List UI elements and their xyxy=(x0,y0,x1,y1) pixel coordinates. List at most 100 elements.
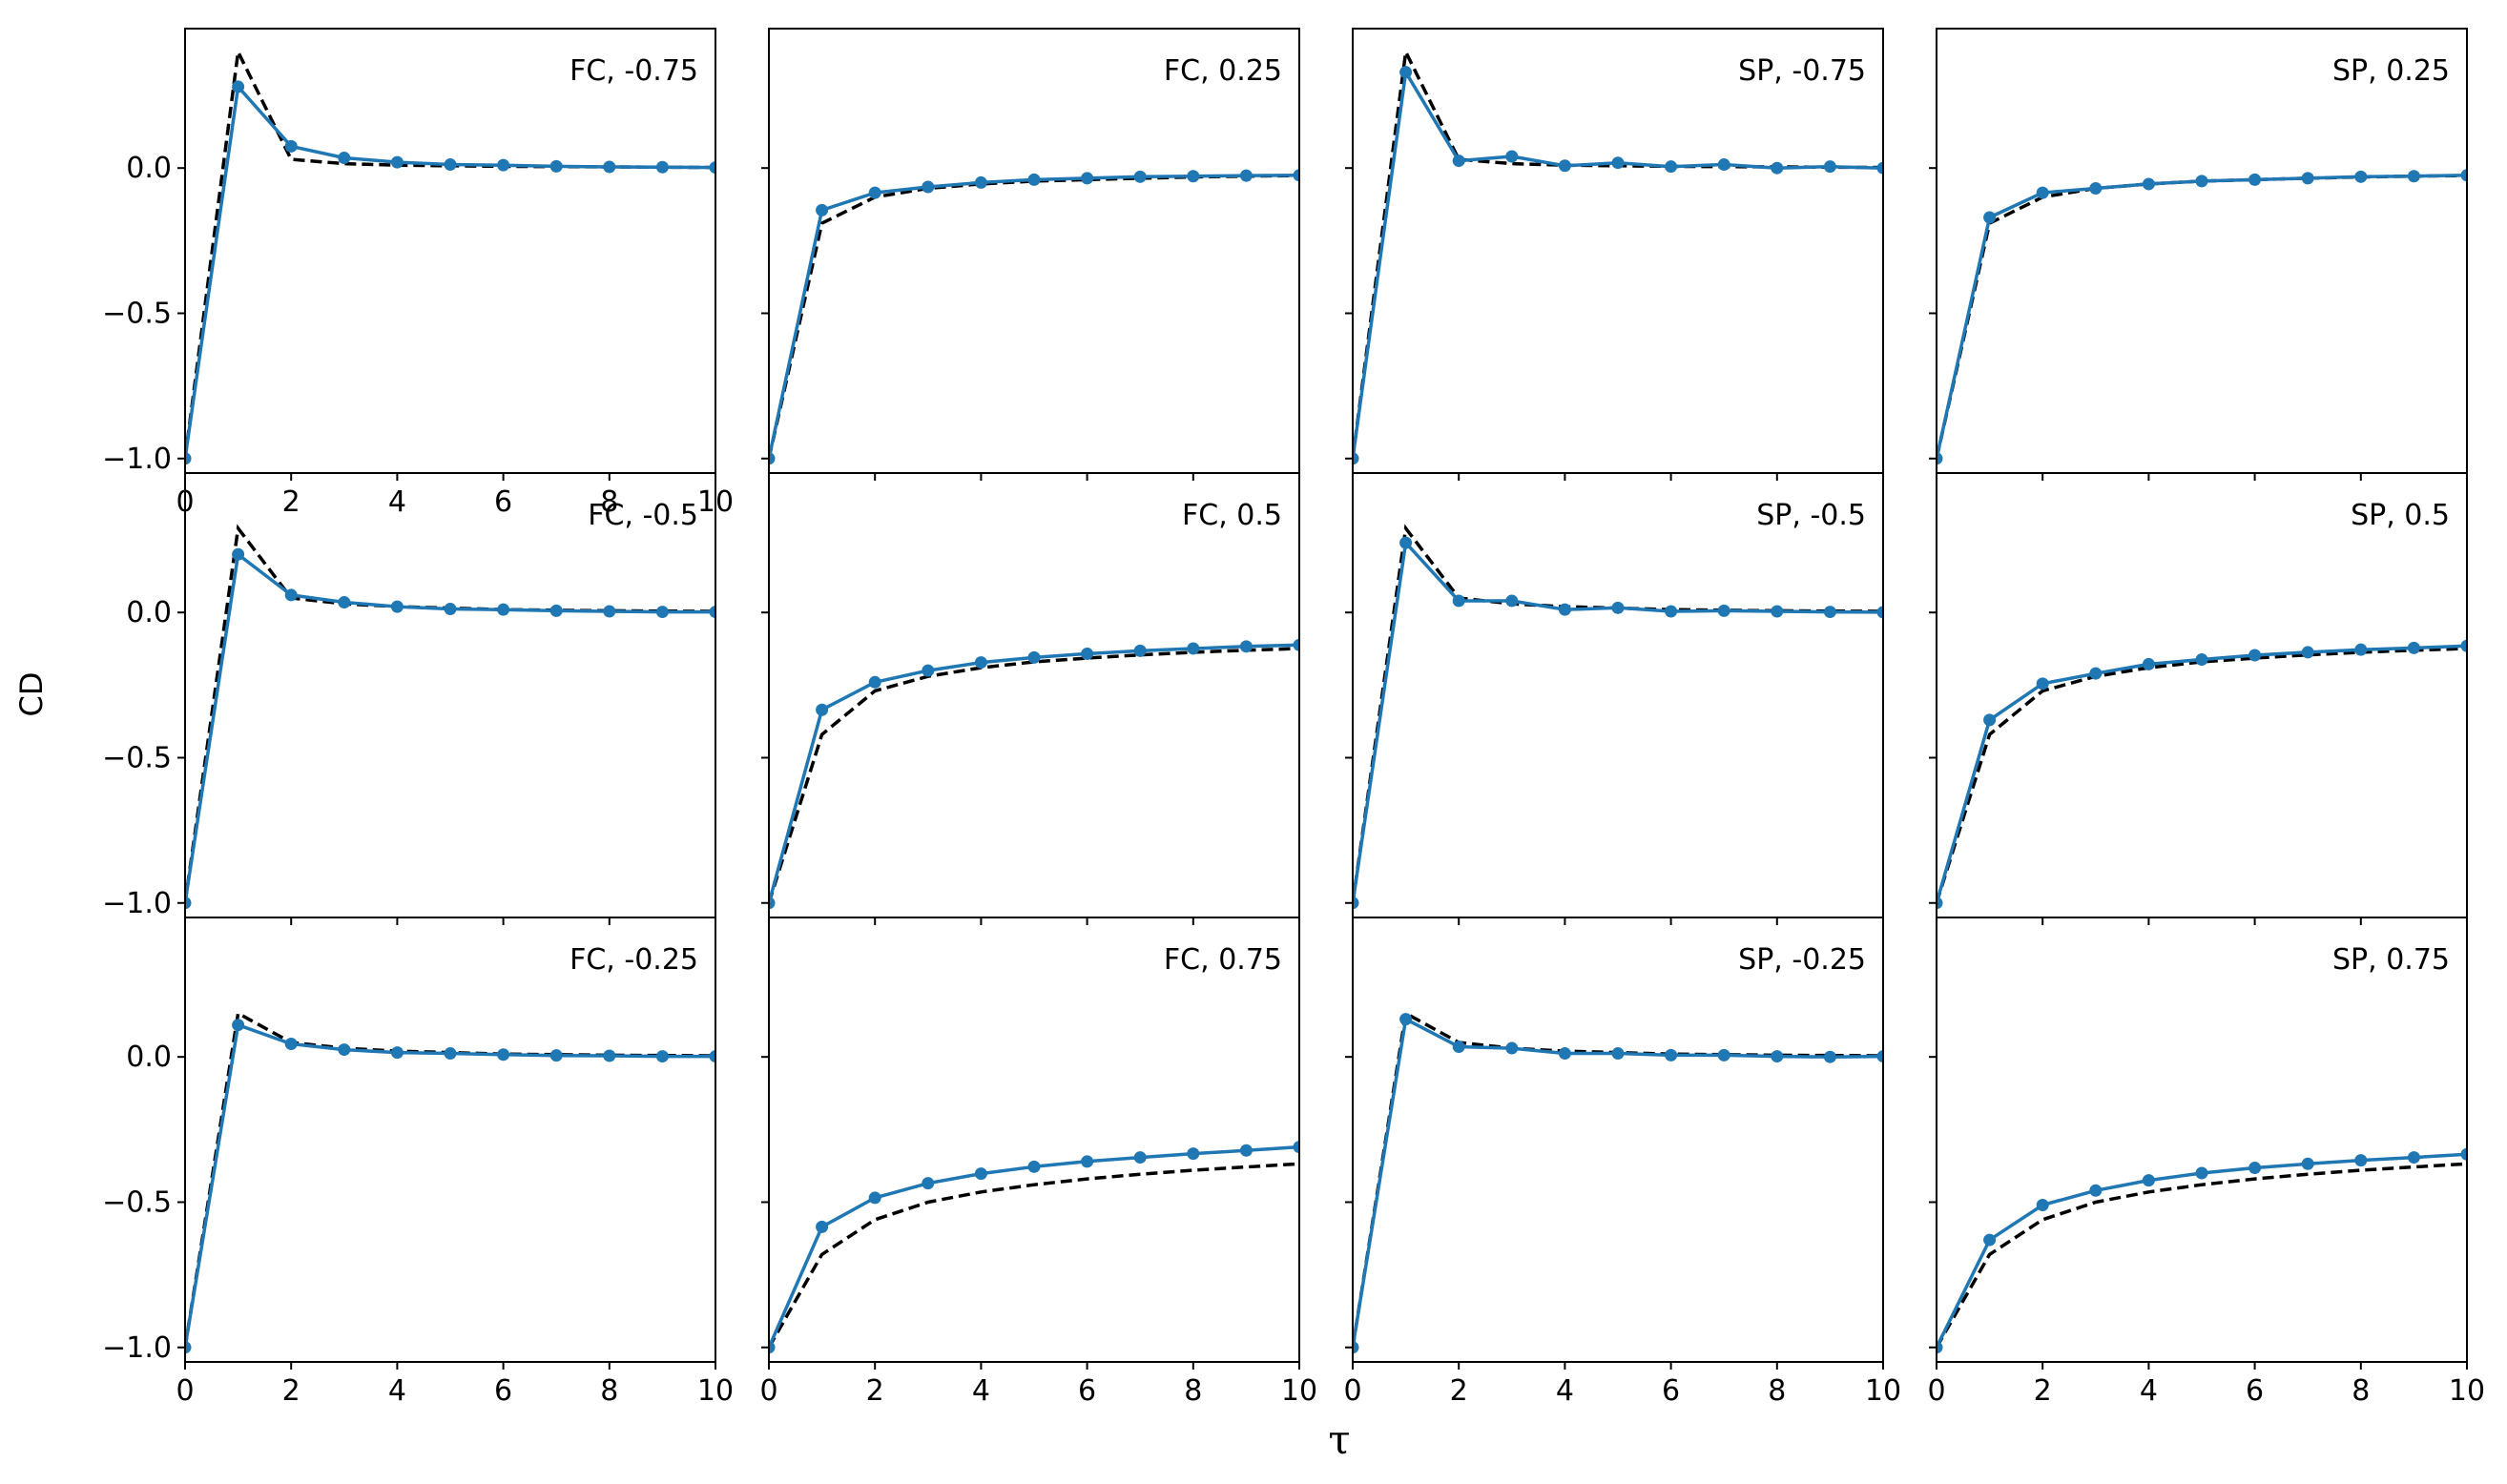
panel-label: FC, -0.75 xyxy=(570,54,698,88)
panel-frame xyxy=(1936,917,2468,1363)
x-tick-label: 4 xyxy=(1556,1374,1574,1408)
model-marker xyxy=(1876,1050,1883,1063)
model-marker xyxy=(1558,1047,1571,1061)
model-marker xyxy=(2354,1154,2368,1167)
x-tick-label: 2 xyxy=(282,1374,300,1408)
x-tick-label: 2 xyxy=(282,485,300,519)
reference-line xyxy=(769,1162,1299,1349)
x-tick-label: 10 xyxy=(697,1374,734,1408)
model-marker xyxy=(1505,150,1519,163)
x-tick-label: 10 xyxy=(2449,1374,2485,1408)
model-marker xyxy=(922,664,935,677)
model-marker xyxy=(1771,161,1784,175)
model-marker xyxy=(655,160,669,174)
model-marker xyxy=(1771,605,1784,618)
model-marker xyxy=(1665,1048,1678,1061)
y-tick-label: −1.0 xyxy=(102,443,172,476)
x-tick-label: 2 xyxy=(866,1374,884,1408)
model-marker xyxy=(1293,1141,1299,1154)
model-marker xyxy=(390,600,404,613)
x-tick-label: 6 xyxy=(494,1374,512,1408)
y-tick-label: 0.0 xyxy=(126,1041,172,1074)
model-marker xyxy=(338,596,351,609)
model-marker xyxy=(655,1050,669,1063)
model-marker xyxy=(185,452,192,465)
model-marker xyxy=(2301,646,2314,659)
model-marker xyxy=(284,1037,298,1050)
x-tick-label: 0 xyxy=(759,1374,777,1408)
plot-area xyxy=(185,1010,715,1354)
model-marker xyxy=(2195,653,2208,667)
model-marker xyxy=(390,1046,404,1060)
model-marker xyxy=(769,452,776,465)
panel-grid: 0 2 4 6 8 10 −1.0 −0.5 0.0 FC, -0.75 FC, 0.25 SP, -… xyxy=(102,28,2485,1408)
model-marker xyxy=(185,1341,192,1354)
model-marker xyxy=(1133,644,1147,657)
panel-9: 0 2 4 6 8 10 −1.0 −0.5 0.0 FC, -0.25 xyxy=(102,917,734,1408)
reference-line xyxy=(1937,1162,2467,1349)
x-tick-label: 0 xyxy=(176,1374,194,1408)
model-marker xyxy=(2089,667,2103,680)
model-marker xyxy=(1239,169,1253,182)
reference-line xyxy=(1937,647,2467,904)
panel-label: FC, 0.75 xyxy=(1164,943,1282,977)
model-marker xyxy=(390,155,404,169)
model-marker xyxy=(232,1019,245,1032)
model-marker xyxy=(2460,639,2467,652)
x-tick-label: 8 xyxy=(1768,1374,1786,1408)
model-marker xyxy=(338,152,351,165)
x-tick-label: 8 xyxy=(600,485,618,519)
model-marker xyxy=(1133,1151,1147,1165)
model-marker xyxy=(769,897,776,910)
model-marker xyxy=(1027,1160,1041,1173)
model-marker xyxy=(1771,1050,1784,1063)
x-tick-label: 0 xyxy=(1927,1374,1945,1408)
panel-frame xyxy=(184,917,716,1363)
model-marker xyxy=(1353,897,1359,910)
plot-area xyxy=(1353,46,1883,465)
model-marker xyxy=(1187,642,1200,655)
model-marker xyxy=(769,1341,776,1354)
panel-label: SP, 0.5 xyxy=(2351,499,2450,532)
model-marker xyxy=(1876,606,1883,619)
model-marker xyxy=(2195,175,2208,188)
model-marker xyxy=(497,603,510,616)
y-axis-title: CD xyxy=(13,672,50,717)
model-marker xyxy=(603,605,616,618)
x-tick-label: 6 xyxy=(494,485,512,519)
model-marker xyxy=(922,180,935,194)
model-marker xyxy=(2407,641,2420,654)
model-marker xyxy=(1452,594,1465,608)
model-marker xyxy=(1027,173,1041,186)
model-marker xyxy=(1399,1013,1413,1026)
model-marker xyxy=(1293,638,1299,651)
model-marker xyxy=(549,1049,563,1062)
model-marker xyxy=(284,588,298,602)
x-tick-label: 2 xyxy=(2034,1374,2052,1408)
panel-label: SP, -0.25 xyxy=(1738,943,1866,977)
model-marker xyxy=(1293,169,1299,182)
model-marker xyxy=(1983,713,1997,727)
model-marker xyxy=(974,656,987,670)
panel-3: SP, -0.75 xyxy=(1345,28,1884,481)
model-marker xyxy=(1611,1047,1625,1061)
x-tick-label: 10 xyxy=(1865,1374,1901,1408)
model-marker xyxy=(1717,1048,1730,1061)
model-marker xyxy=(1133,170,1147,183)
model-marker xyxy=(1611,601,1625,614)
model-marker xyxy=(1353,452,1359,465)
panel-frame xyxy=(768,917,1300,1363)
model-marker xyxy=(232,547,245,561)
model-marker xyxy=(2248,1162,2262,1175)
model-marker xyxy=(2248,173,2262,186)
model-marker xyxy=(1611,156,1625,170)
plot-area xyxy=(1937,169,2467,465)
model-marker xyxy=(2407,1151,2420,1165)
model-marker xyxy=(549,159,563,173)
model-marker xyxy=(444,1047,457,1061)
panel-12: 0 2 4 6 8 10 SP, 0.75 xyxy=(1927,917,2485,1408)
plot-area xyxy=(1353,1010,1883,1354)
panel-label: FC, -0.25 xyxy=(570,943,698,977)
model-marker xyxy=(2089,1184,2103,1197)
